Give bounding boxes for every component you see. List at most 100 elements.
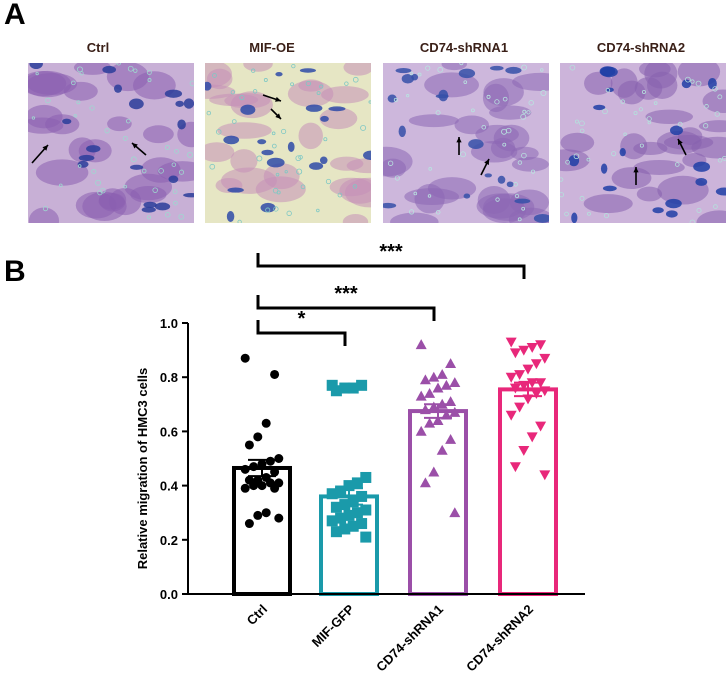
- data-point: [419, 404, 431, 415]
- data-point: [253, 510, 263, 520]
- cell-nucleus: [175, 100, 185, 107]
- cell-nucleus: [77, 160, 89, 168]
- cell-nucleus: [275, 72, 283, 77]
- membrane-pore: [265, 207, 271, 213]
- membrane-pore: [560, 192, 565, 198]
- membrane-pore: [319, 84, 324, 89]
- data-point: [326, 515, 338, 527]
- membrane-pore: [569, 64, 576, 71]
- membrane-pore: [641, 89, 646, 94]
- cell: [696, 210, 726, 223]
- membrane-pore: [360, 124, 367, 131]
- data-point: [351, 507, 363, 519]
- cell-nucleus: [266, 157, 285, 168]
- data-point: [535, 340, 547, 351]
- y-tick-label: 0.0: [160, 587, 178, 602]
- cell: [205, 63, 232, 89]
- data-point: [339, 382, 351, 394]
- membrane-pore: [296, 168, 303, 175]
- cell-nucleus: [141, 206, 156, 213]
- cell: [230, 149, 258, 173]
- cell-nucleus: [164, 89, 183, 98]
- membrane-pore: [250, 68, 256, 73]
- membrane-pore: [290, 82, 294, 87]
- x-tick-label: CD74-shRNA1: [373, 602, 446, 675]
- image-title-mif-oe: MIF-OE: [249, 40, 295, 55]
- data-point: [270, 467, 280, 477]
- cell: [298, 122, 323, 150]
- cell: [611, 167, 652, 190]
- cell: [107, 116, 132, 132]
- membrane-pore: [76, 100, 81, 105]
- cell-nucleus: [489, 65, 504, 71]
- data-point: [530, 359, 542, 370]
- data-point: [339, 499, 351, 511]
- data-point: [347, 520, 359, 532]
- cell-nucleus: [102, 65, 117, 74]
- membrane-pore: [187, 151, 194, 158]
- data-point: [249, 481, 259, 491]
- data-point: [445, 396, 457, 406]
- cell-nucleus: [257, 139, 267, 145]
- data-point: [265, 456, 275, 466]
- significance-bracket: [256, 295, 436, 321]
- cell: [28, 70, 72, 98]
- data-point: [360, 531, 372, 543]
- membrane-pore: [689, 219, 696, 223]
- data-point: [240, 464, 250, 474]
- cell-nucleus: [458, 68, 476, 79]
- membrane-pore: [273, 206, 279, 212]
- membrane-pore: [494, 99, 500, 105]
- membrane-pore: [521, 152, 527, 159]
- data-point: [539, 353, 551, 364]
- cell: [560, 132, 595, 153]
- membrane-pore: [704, 104, 709, 109]
- cell-nucleus: [320, 115, 329, 122]
- membrane-pore: [368, 100, 371, 104]
- cell: [230, 91, 273, 119]
- image-title-cd74-shrna2: CD74-shRNA2: [596, 40, 686, 55]
- membrane-pore: [501, 128, 507, 135]
- cell: [319, 107, 358, 130]
- membrane-pore: [677, 121, 683, 127]
- data-point: [253, 432, 263, 442]
- data-point: [330, 385, 342, 397]
- membrane-pore: [521, 206, 526, 211]
- membrane-pore: [141, 168, 147, 174]
- membrane-pore: [428, 167, 433, 171]
- membrane-pore: [100, 188, 106, 194]
- cell-nucleus: [599, 66, 616, 77]
- membrane-pore: [653, 101, 658, 105]
- membrane-pore: [71, 80, 76, 86]
- y-tick-label: 0.6: [160, 424, 178, 439]
- data-point: [428, 371, 440, 382]
- data-point: [445, 358, 457, 369]
- membrane-pore: [437, 66, 444, 73]
- data-point: [514, 402, 526, 413]
- significance-label: *: [298, 308, 306, 330]
- cell-nucleus: [693, 161, 711, 172]
- membrane-pore: [486, 94, 491, 99]
- data-point: [424, 387, 436, 398]
- membrane-pore: [514, 193, 520, 199]
- membrane-pore: [685, 76, 691, 83]
- cell: [106, 63, 149, 92]
- cell: [414, 183, 445, 214]
- membrane-pore: [703, 123, 709, 129]
- data-point: [360, 504, 372, 516]
- membrane-pore: [690, 79, 695, 84]
- cell-nucleus: [383, 202, 397, 209]
- membrane-pore: [91, 169, 97, 175]
- data-point: [526, 342, 538, 353]
- cell: [636, 186, 663, 202]
- y-tick-label: 0.4: [160, 479, 179, 494]
- membrane-pore: [31, 116, 36, 120]
- cell: [143, 125, 174, 144]
- membrane-pore: [574, 119, 579, 124]
- micrograph-ctrl: [28, 63, 194, 223]
- data-point: [440, 379, 452, 390]
- x-tick-label: MIF-GFP: [309, 601, 358, 650]
- membrane-pore: [173, 200, 178, 206]
- membrane-pore: [352, 76, 359, 83]
- membrane-pore: [639, 143, 644, 148]
